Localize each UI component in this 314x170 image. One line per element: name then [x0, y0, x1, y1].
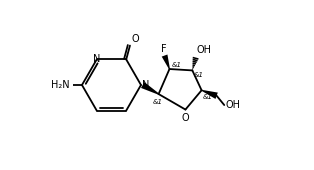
- Text: H₂N: H₂N: [51, 80, 69, 90]
- Polygon shape: [201, 90, 218, 99]
- Polygon shape: [141, 82, 159, 95]
- Text: O: O: [132, 34, 139, 44]
- Text: &1: &1: [194, 72, 204, 78]
- Text: &1: &1: [171, 62, 181, 68]
- Text: N: N: [93, 54, 100, 64]
- Text: OH: OH: [225, 100, 241, 110]
- Text: F: F: [161, 44, 166, 54]
- Text: &1: &1: [203, 94, 213, 100]
- Polygon shape: [162, 55, 170, 69]
- Text: OH: OH: [197, 45, 212, 55]
- Text: N: N: [142, 80, 149, 90]
- Text: O: O: [181, 113, 189, 123]
- Text: &1: &1: [153, 99, 163, 105]
